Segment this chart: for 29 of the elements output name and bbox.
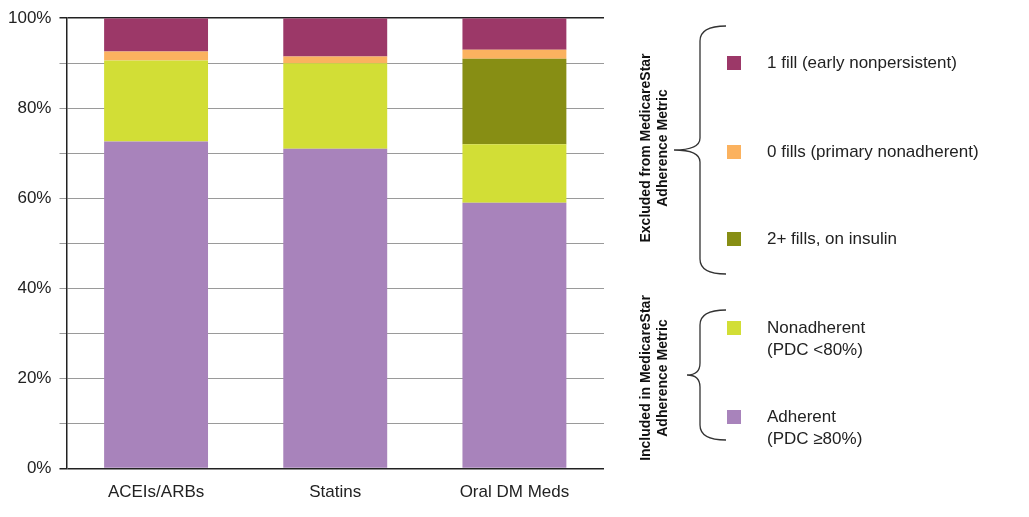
legend-label: 1 fill (early nonpersistent) [767,52,957,74]
legend-label: 0 fills (primary nonadherent) [767,141,979,163]
bar [462,144,567,203]
y-tick-label: 100% [8,7,52,27]
bar [462,18,567,50]
bar [104,141,209,468]
legend-label: 2+ fills, on insulin [767,228,897,250]
text: Excluded from MedicareStar Adherence Metric [637,52,671,245]
y-tick-label: 80% [17,97,52,117]
y-tick-label: 60% [17,188,52,208]
legend-label: Adherent (PDC ≥80%) [767,406,864,450]
y-tick-label: 0% [26,458,52,478]
y-tick-label: 40% [17,278,52,298]
bar [283,56,388,64]
bar [462,49,567,59]
bar [283,148,388,468]
bar [462,58,567,145]
text: Included in MedicareStar Adherence Metric [637,294,671,463]
bar [283,63,388,149]
bar [104,51,209,61]
y-tick-label: 20% [17,368,52,388]
bar [462,202,567,468]
bar [104,60,209,142]
bar [283,18,388,57]
x-tick-label: ACEIs/ARBs [107,482,205,502]
legend-label: Nonadherent (PDC <80%) [767,317,867,361]
x-tick-label: Oral DM Meds [459,482,570,502]
x-tick-label: Statins [309,482,362,502]
bar [104,18,209,52]
